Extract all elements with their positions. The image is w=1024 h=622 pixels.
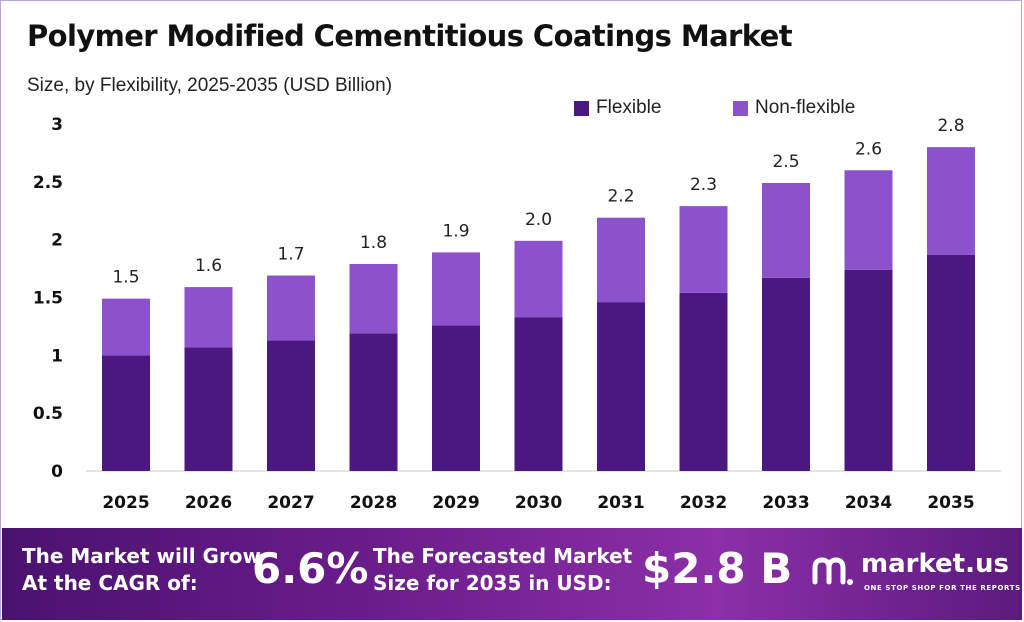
bar-non-flexible-2032 xyxy=(679,206,728,293)
cagr-label-line2: At the CAGR of: xyxy=(22,571,198,595)
footer-banner: The Market will Grow At the CAGR of: 6.6… xyxy=(2,528,1022,620)
bar-non-flexible-2026 xyxy=(184,287,233,348)
forecast-label: The Forecasted Market Size for 2035 in U… xyxy=(373,543,632,597)
x-tick-label-2029: 2029 xyxy=(432,493,479,513)
bar-flexible-2032 xyxy=(679,292,728,471)
bar-total-label-2025: 1.5 xyxy=(112,268,139,288)
chart-plot: 0 0.5 1 1.5 2 2.5 3 1.5 2025 1.6 2026 1.7 2027 1.8 202… xyxy=(33,115,1001,513)
y-tick-label: 0 xyxy=(51,462,63,482)
bar-flexible-2035 xyxy=(927,254,975,471)
bar-total-label-2026: 1.6 xyxy=(195,256,222,276)
bar-total-label-2028: 1.8 xyxy=(360,233,387,253)
bar-flexible-2031 xyxy=(597,302,645,471)
bar-total-label-2033: 2.5 xyxy=(772,152,799,172)
y-tick-label: 2 xyxy=(51,231,63,251)
legend-label-non-flexible: Non-flexible xyxy=(755,97,856,118)
bar-non-flexible-2025 xyxy=(102,298,150,356)
legend-swatch-non-flexible xyxy=(733,101,748,116)
forecast-value: $2.8 B xyxy=(642,544,793,593)
x-tick-label-2033: 2033 xyxy=(762,493,809,513)
y-tick-label: 1.5 xyxy=(33,289,63,309)
bar-non-flexible-2034 xyxy=(844,170,893,270)
y-tick-label: 3 xyxy=(51,115,63,135)
x-tick-label-2026: 2026 xyxy=(185,493,232,513)
bar-total-label-2034: 2.6 xyxy=(855,139,882,159)
forecast-label-line1: The Forecasted Market xyxy=(373,544,633,568)
x-tick-label-2028: 2028 xyxy=(350,493,397,513)
legend-swatch-flexible xyxy=(574,101,589,116)
bar-total-label-2032: 2.3 xyxy=(690,175,717,195)
x-tick-label-2025: 2025 xyxy=(102,493,149,513)
bar-total-label-2035: 2.8 xyxy=(937,116,964,136)
bar-total-label-2027: 1.7 xyxy=(277,245,304,265)
legend-label-flexible: Flexible xyxy=(596,97,662,118)
bar-non-flexible-2033 xyxy=(762,182,810,278)
cagr-label-line1: The Market will Grow xyxy=(22,544,262,568)
bar-flexible-2030 xyxy=(514,317,563,471)
brand-tagline: ONE STOP SHOP FOR THE REPORTS xyxy=(864,584,1021,592)
forecast-label-line2: Size for 2035 in USD: xyxy=(373,571,612,595)
brand-name: market.us xyxy=(861,549,1009,579)
bar-non-flexible-2027 xyxy=(267,275,315,341)
bar-non-flexible-2030 xyxy=(514,240,563,318)
chart-subtitle: Size, by Flexibility, 2025-2035 (USD Bil… xyxy=(27,75,393,96)
bar-total-label-2030: 2.0 xyxy=(525,210,552,230)
x-tick-label-2027: 2027 xyxy=(267,493,314,513)
cagr-label: The Market will Grow At the CAGR of: xyxy=(22,543,261,597)
bar-flexible-2029 xyxy=(432,325,480,471)
bar-flexible-2033 xyxy=(762,277,810,471)
bar-total-label-2031: 2.2 xyxy=(607,187,634,207)
market-us-logo-icon xyxy=(812,557,853,585)
x-tick-label-2032: 2032 xyxy=(680,493,727,513)
bar-non-flexible-2035 xyxy=(927,147,975,255)
bar-non-flexible-2029 xyxy=(432,252,480,326)
bar-flexible-2034 xyxy=(844,269,893,471)
x-tick-label-2031: 2031 xyxy=(597,493,644,513)
y-tick-label: 0.5 xyxy=(33,404,63,424)
bar-non-flexible-2028 xyxy=(349,263,398,334)
bar-non-flexible-2031 xyxy=(597,217,645,303)
x-tick-label-2035: 2035 xyxy=(927,493,974,513)
chart-title: Polymer Modified Cementitious Coatings M… xyxy=(27,19,793,53)
x-tick-label-2030: 2030 xyxy=(515,493,562,513)
bar-flexible-2026 xyxy=(184,347,233,471)
y-tick-label: 1 xyxy=(51,346,63,366)
x-tick-label-2034: 2034 xyxy=(845,493,892,513)
bar-flexible-2025 xyxy=(102,355,150,471)
cagr-value: 6.6% xyxy=(252,544,369,593)
bar-flexible-2027 xyxy=(267,340,315,471)
y-tick-label: 2.5 xyxy=(33,173,63,193)
bar-total-label-2029: 1.9 xyxy=(442,221,469,241)
bar-flexible-2028 xyxy=(349,333,398,471)
